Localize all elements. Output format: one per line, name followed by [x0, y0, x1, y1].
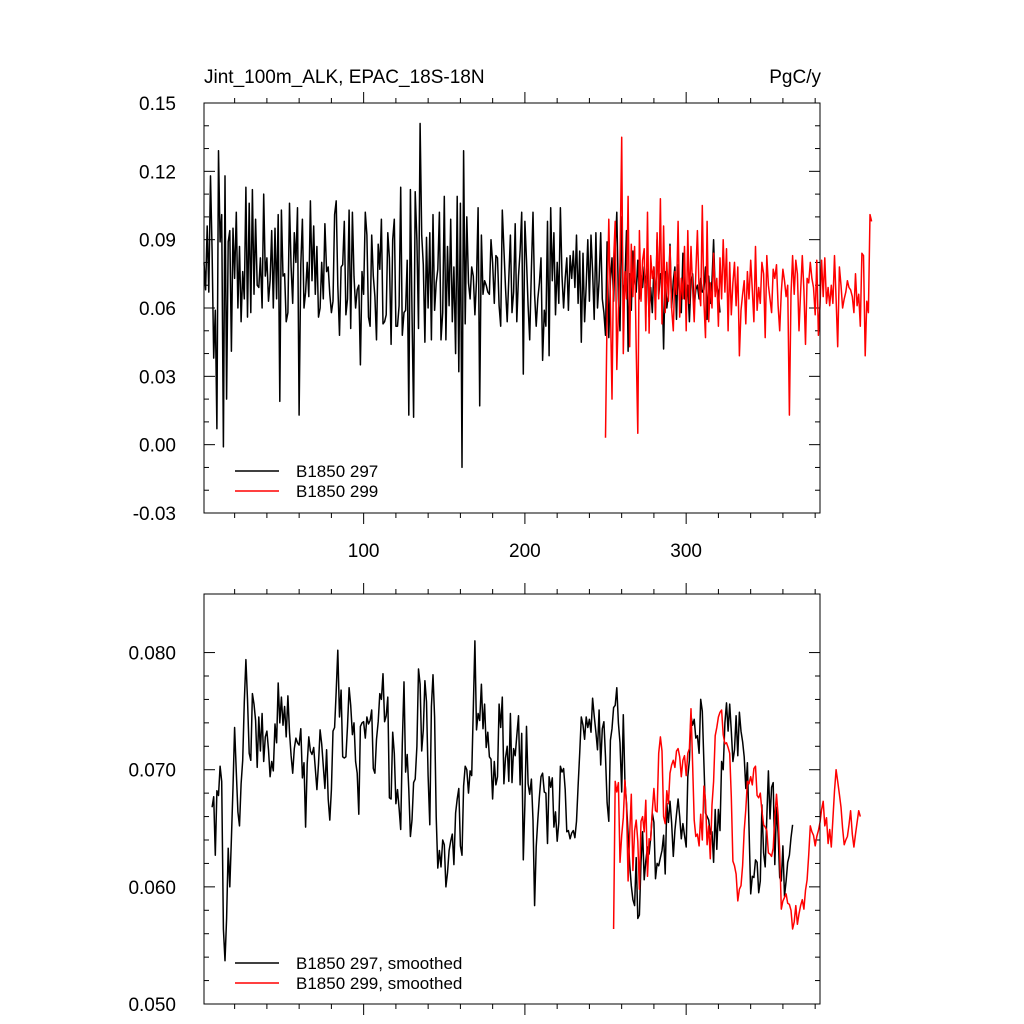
- legend-label-b1850-299-smoothed: B1850 299, smoothed: [296, 974, 462, 993]
- top-ytick-label: 0.15: [139, 94, 176, 115]
- top-ytick-label: 0.03: [139, 367, 176, 388]
- top-series: [203, 122, 873, 469]
- bottom-ytick-label: 0.080: [128, 644, 176, 665]
- top-title-left: Jint_100m_ALK, EPAC_18S-18N: [204, 67, 485, 88]
- series-line-b1850-299: [604, 136, 873, 438]
- top-ytick-label: 0.09: [139, 231, 176, 252]
- top-xtick-label: 300: [670, 541, 702, 562]
- top-panel: Jint_100m_ALK, EPAC_18S-18N PgC/y -0.03 0…: [133, 67, 873, 562]
- bottom-series: [211, 640, 862, 962]
- top-ytick-label: 0.00: [139, 436, 176, 457]
- top-ytick-label: 0.12: [139, 162, 176, 183]
- legend-label-b1850-299: B1850 299: [296, 482, 378, 501]
- top-ytick-label: 0.06: [139, 299, 176, 320]
- top-xtick-label: 200: [509, 541, 541, 562]
- legend-label-b1850-297: B1850 297: [296, 462, 378, 481]
- top-ytick-label: -0.03: [133, 504, 176, 525]
- top-legend: B1850 297 B1850 299: [235, 462, 378, 501]
- top-plot-frame: [203, 102, 821, 514]
- top-xtick-label: 100: [348, 541, 380, 562]
- bottom-plot-frame: [203, 593, 821, 1005]
- top-title-right: PgC/y: [769, 67, 821, 88]
- series-line-b1850-297: [203, 122, 721, 469]
- series-line-b1850-297-smoothed: [211, 640, 794, 962]
- series-line-b1850-299-smoothed: [612, 708, 862, 930]
- bottom-ytick-label: 0.060: [128, 878, 176, 899]
- bottom-ytick-label: 0.070: [128, 761, 176, 782]
- bottom-ticks: 0.050 0.060 0.070 0.080: [128, 583, 820, 1016]
- legend-label-b1850-297-smoothed: B1850 297, smoothed: [296, 954, 462, 973]
- bottom-legend: B1850 297, smoothed B1850 299, smoothed: [235, 954, 462, 993]
- bottom-panel: 0.050 0.060 0.070 0.080 B1850 297, smoothed…: [128, 583, 862, 1016]
- bottom-ytick-label: 0.050: [128, 995, 176, 1016]
